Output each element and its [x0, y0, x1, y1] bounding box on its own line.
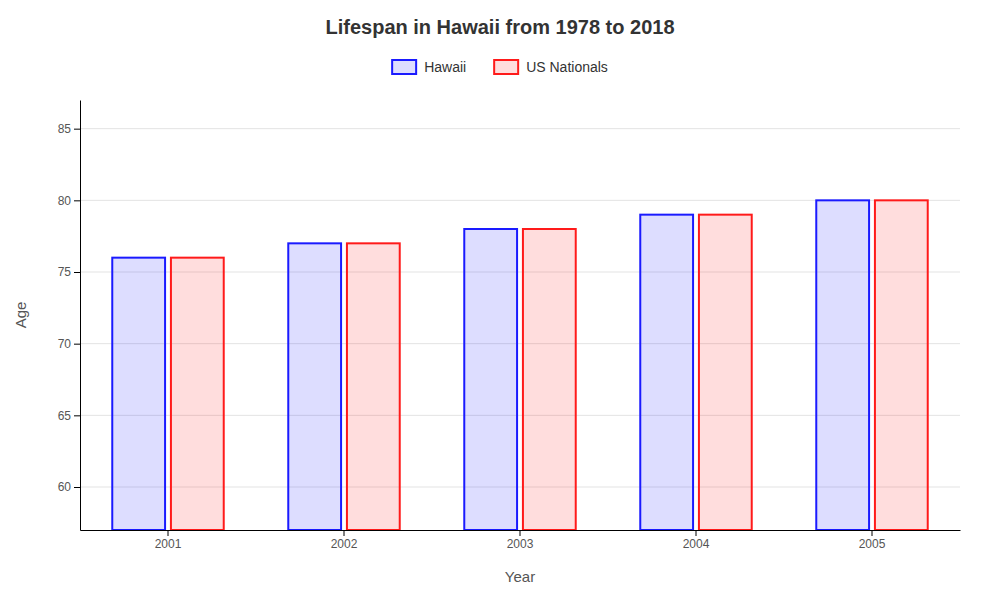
tick: 2001 [155, 530, 182, 551]
series [112, 200, 869, 530]
tick-label: 65 [58, 409, 72, 423]
legend: Hawaii US Nationals [392, 59, 608, 75]
tick: 85 [58, 122, 80, 136]
tick-label: 2004 [683, 537, 710, 551]
bar [523, 229, 576, 530]
tick: 2003 [507, 530, 534, 551]
tick: 2002 [331, 530, 358, 551]
tick-label: 60 [58, 480, 72, 494]
legend-item: US Nationals [494, 59, 608, 75]
bar [112, 258, 165, 530]
tick-mark [74, 272, 80, 273]
tick-label: 80 [58, 194, 72, 208]
tick: 75 [58, 265, 80, 279]
tick-mark [74, 344, 80, 345]
tick-mark [168, 530, 169, 536]
legend-label: US Nationals [526, 59, 608, 75]
x-axis-title: Year [505, 568, 535, 585]
axis-line [80, 101, 81, 531]
chart: Lifespan in Hawaii from 1978 to 2018 2001… [0, 0, 1000, 600]
tick-label: 2001 [155, 537, 182, 551]
tick-label: 2003 [507, 537, 534, 551]
tick-label: 85 [58, 122, 72, 136]
series [171, 200, 928, 530]
bar [816, 200, 869, 530]
legend-swatch [494, 60, 518, 74]
y-axis: 60 65 70 75 80 85 [58, 101, 81, 531]
bar [699, 215, 752, 530]
tick-mark [74, 487, 80, 488]
bar [640, 215, 693, 530]
tick-label: 2005 [859, 537, 886, 551]
legend-swatch [392, 60, 416, 74]
tick-label: 75 [58, 265, 72, 279]
tick: 2005 [859, 530, 886, 551]
legend-label: Hawaii [424, 59, 466, 75]
tick-mark [74, 129, 80, 130]
tick-label: 70 [58, 337, 72, 351]
legend-item: Hawaii [392, 59, 466, 75]
plot: 2001 2002 2003 2004 2005 60 65 70 75 80 85 [58, 101, 961, 551]
bar [347, 243, 400, 530]
x-axis: 2001 2002 2003 2004 2005 [81, 530, 961, 551]
tick-label: 2002 [331, 537, 358, 551]
bars [112, 200, 927, 530]
tick: 60 [58, 480, 80, 494]
title: Lifespan in Hawaii from 1978 to 2018 [325, 16, 674, 38]
tick: 65 [58, 409, 80, 423]
tick: 2004 [683, 530, 710, 551]
tick: 70 [58, 337, 80, 351]
tick-mark [872, 530, 873, 536]
bar [288, 243, 341, 530]
tick-mark [74, 415, 80, 416]
tick-mark [696, 530, 697, 536]
bar [875, 200, 928, 530]
tick-mark [344, 530, 345, 536]
tick-mark [74, 200, 80, 201]
tick-mark [520, 530, 521, 536]
bar [171, 258, 224, 530]
tick: 80 [58, 194, 80, 208]
y-axis-title: Age [12, 302, 29, 329]
grid-line [80, 128, 960, 129]
bar [464, 229, 517, 530]
